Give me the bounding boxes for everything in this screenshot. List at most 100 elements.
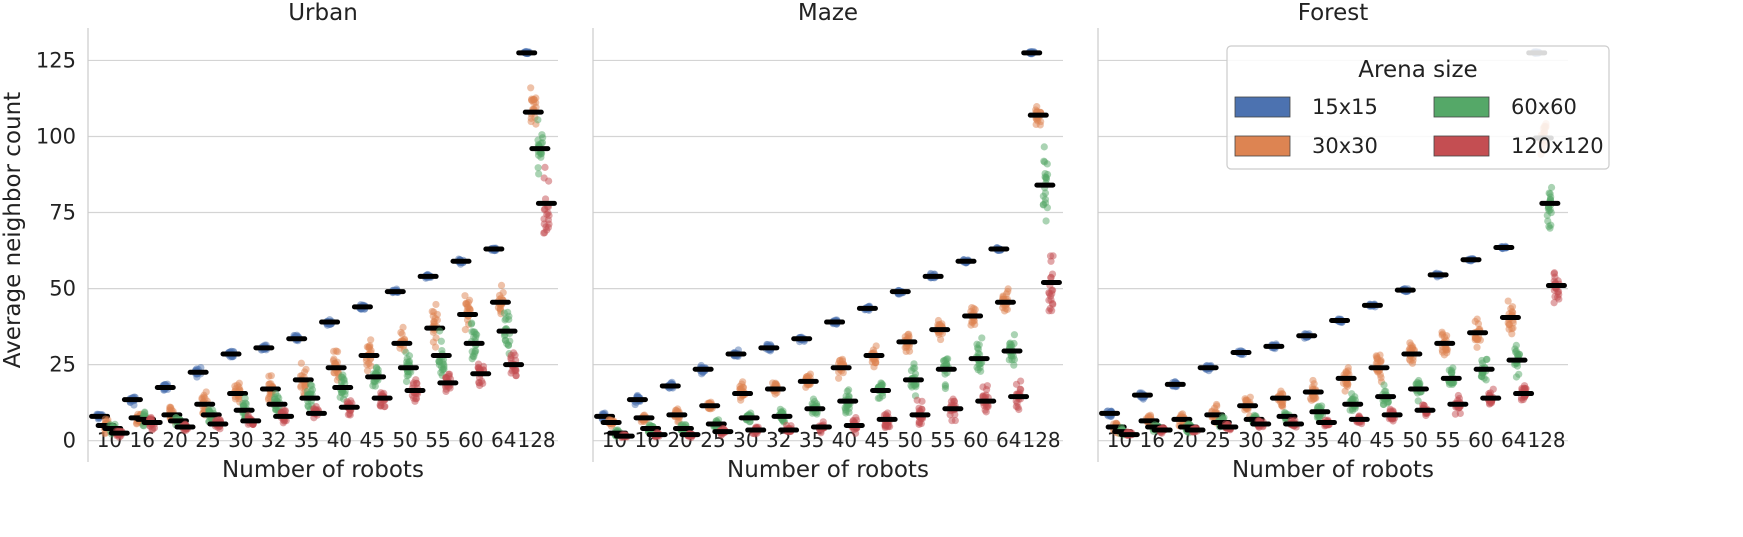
data-point — [432, 300, 440, 309]
data-point — [439, 359, 447, 367]
y-tick-label: 0 — [63, 429, 76, 453]
data-point — [909, 364, 917, 372]
data-point — [1489, 385, 1497, 393]
data-point — [941, 370, 949, 378]
x-tick-label: 64 — [491, 428, 516, 452]
data-point — [1508, 330, 1516, 338]
series-120x120 — [613, 252, 1062, 442]
legend-label-60x60: 60x60 — [1511, 95, 1577, 119]
data-point — [1550, 299, 1558, 307]
data-point — [1033, 115, 1041, 124]
data-point — [509, 349, 518, 357]
data-point — [1456, 409, 1464, 418]
data-point — [541, 163, 549, 171]
data-point — [1039, 201, 1047, 209]
x-axis-label: Number of robots — [727, 457, 929, 483]
data-point — [538, 131, 546, 139]
panel-title: Urban — [288, 0, 358, 26]
data-point — [1439, 330, 1447, 338]
data-point — [805, 372, 813, 380]
data-point — [267, 372, 275, 380]
data-point — [1442, 344, 1450, 352]
data-point — [494, 304, 503, 312]
x-tick-label: 55 — [425, 428, 450, 452]
data-point — [1246, 393, 1254, 401]
data-point — [1379, 400, 1388, 409]
data-point — [1406, 339, 1414, 347]
data-point — [301, 382, 309, 390]
data-point — [1047, 257, 1055, 265]
x-tick-label: 128 — [1022, 428, 1060, 452]
data-point — [540, 229, 548, 237]
x-tick-label: 128 — [517, 428, 555, 452]
x-tick-label: 55 — [1435, 428, 1460, 452]
data-point — [1546, 224, 1554, 232]
x-axis-label: Number of robots — [222, 457, 424, 483]
data-point — [1048, 290, 1056, 298]
data-point — [737, 385, 745, 393]
data-point — [365, 343, 374, 351]
x-tick-label: 35 — [1304, 428, 1329, 452]
data-point — [1508, 308, 1516, 316]
data-point — [545, 177, 553, 185]
legend-title: Arena size — [1358, 57, 1477, 83]
data-point — [265, 394, 273, 402]
data-point — [497, 281, 506, 290]
data-point — [499, 289, 507, 297]
data-point — [1212, 400, 1221, 409]
data-point — [1309, 376, 1317, 385]
x-tick-label: 25 — [195, 428, 220, 452]
data-point — [1316, 414, 1324, 422]
x-tick-label: 40 — [1337, 428, 1362, 452]
data-point — [332, 347, 340, 355]
series-60x60 — [102, 116, 551, 438]
data-point — [1376, 358, 1384, 366]
x-tick-label: 60 — [1468, 428, 1493, 452]
data-point — [367, 336, 375, 344]
data-point — [1041, 158, 1049, 166]
legend-label-15x15: 15x15 — [1312, 95, 1378, 119]
data-point — [541, 195, 550, 203]
data-point — [540, 220, 548, 228]
legend-swatch-30x30 — [1234, 135, 1291, 157]
data-point — [534, 164, 542, 172]
data-point — [544, 209, 552, 217]
data-point — [1372, 352, 1380, 360]
data-point — [461, 326, 469, 334]
data-point — [902, 347, 910, 356]
data-point — [968, 304, 976, 312]
data-point — [297, 359, 305, 367]
panel-title: Maze — [798, 0, 858, 26]
data-point — [473, 331, 481, 339]
data-point — [1547, 183, 1556, 192]
x-tick-label: 45 — [1370, 428, 1395, 452]
x-tick-label: 45 — [360, 428, 385, 452]
data-point — [1010, 355, 1019, 364]
legend-frame — [1226, 45, 1610, 170]
x-tick-label: 50 — [1402, 428, 1427, 452]
data-point — [202, 388, 210, 396]
y-tick-label: 75 — [49, 201, 76, 225]
data-point — [271, 395, 279, 403]
x-tick-label: 45 — [865, 428, 890, 452]
data-point — [937, 335, 945, 344]
x-tick-label: 64 — [1501, 428, 1526, 452]
data-point — [1512, 348, 1520, 356]
data-point — [1040, 143, 1048, 151]
data-point — [1342, 369, 1350, 377]
x-tick-label: 30 — [228, 428, 253, 452]
data-point — [1220, 414, 1228, 422]
data-point — [904, 331, 912, 339]
x-tick-label: 50 — [392, 428, 417, 452]
panel-title: Forest — [1298, 0, 1369, 26]
data-point — [468, 319, 476, 327]
data-point — [534, 136, 542, 144]
x-tick-label: 40 — [327, 428, 352, 452]
series-15x15 — [594, 48, 1043, 424]
data-point — [502, 315, 510, 323]
data-point — [430, 318, 438, 326]
